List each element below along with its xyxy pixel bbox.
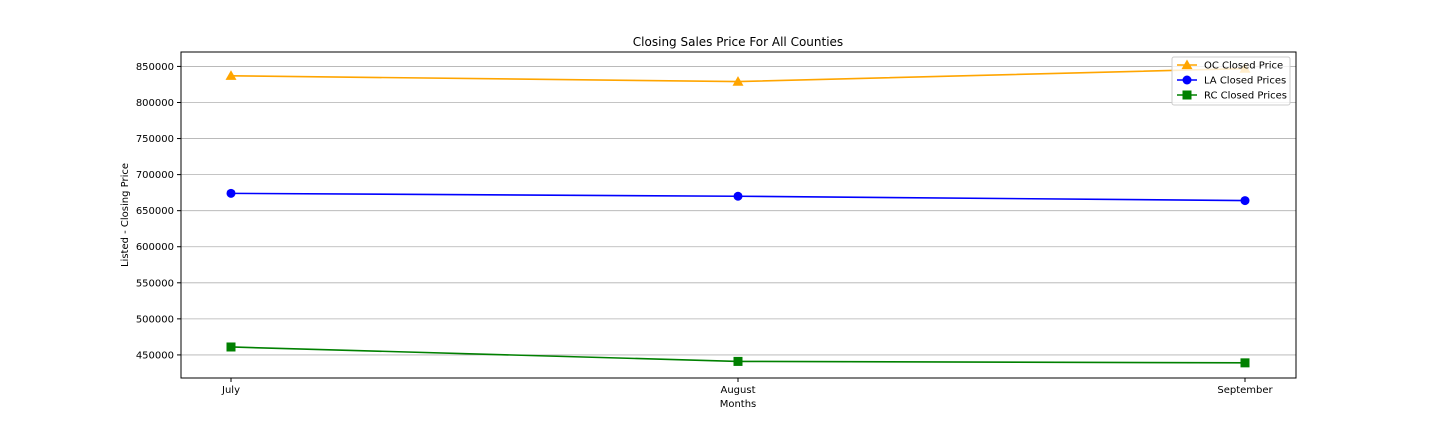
x-axis: July August September bbox=[221, 378, 1274, 396]
chart-title: Closing Sales Price For All Counties bbox=[633, 35, 843, 49]
x-tick-label: September bbox=[1217, 385, 1273, 396]
y-tick-label: 650000 bbox=[136, 206, 174, 217]
y-axis-label: Listed - Closing Price bbox=[120, 163, 131, 267]
legend-item: RC Closed Prices bbox=[1177, 90, 1287, 102]
plot-frame bbox=[180, 51, 1297, 379]
data-point bbox=[226, 342, 236, 352]
grid-lines bbox=[181, 66, 1296, 356]
data-point bbox=[733, 191, 743, 201]
data-point bbox=[732, 76, 744, 86]
data-point bbox=[226, 188, 236, 198]
y-tick-label: 550000 bbox=[136, 278, 174, 289]
plot-area bbox=[181, 52, 1296, 378]
series-3 bbox=[226, 342, 1250, 368]
data-point bbox=[225, 70, 237, 80]
series-2 bbox=[226, 188, 1250, 206]
y-tick-label: 800000 bbox=[136, 98, 174, 109]
y-tick-label: 500000 bbox=[136, 314, 174, 325]
data-point bbox=[1240, 358, 1250, 368]
legend-marker bbox=[1182, 75, 1192, 85]
legend-item: LA Closed Prices bbox=[1177, 75, 1286, 87]
y-tick-label: 850000 bbox=[136, 62, 174, 73]
data-point bbox=[1240, 196, 1250, 206]
legend-item: OC Closed Price bbox=[1177, 59, 1283, 72]
y-axis: 450000 500000 550000 600000 650000 700000 7500… bbox=[136, 62, 181, 361]
y-tick-label: 700000 bbox=[136, 170, 174, 181]
legend-label: LA Closed Prices bbox=[1204, 76, 1286, 87]
legend: OC Closed Price LA Closed Prices RC Closed… bbox=[1171, 56, 1291, 106]
data-point bbox=[733, 356, 743, 366]
y-tick-label: 600000 bbox=[136, 242, 174, 253]
legend-box bbox=[1171, 56, 1291, 106]
legend-marker bbox=[1182, 90, 1192, 100]
y-tick-label: 450000 bbox=[136, 350, 174, 361]
x-tick-label: August bbox=[721, 385, 756, 396]
y-tick-label: 750000 bbox=[136, 134, 174, 145]
legend-label: OC Closed Price bbox=[1204, 61, 1283, 72]
legend-marker bbox=[1181, 59, 1193, 70]
x-tick-label: July bbox=[221, 385, 240, 396]
x-axis-label: Months bbox=[720, 399, 757, 410]
legend-label: RC Closed Prices bbox=[1204, 91, 1287, 102]
